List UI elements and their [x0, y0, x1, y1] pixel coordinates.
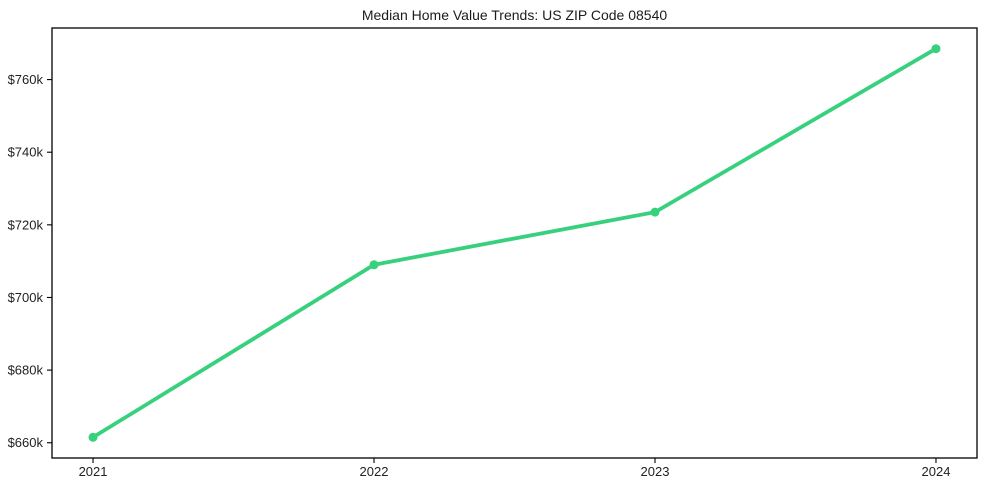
- y-tick-label: $700k: [8, 290, 44, 305]
- y-tick-label: $760k: [8, 72, 44, 87]
- chart-title: Median Home Value Trends: US ZIP Code 08…: [361, 7, 668, 23]
- y-tick-label: $680k: [8, 363, 44, 378]
- data-point-marker: [931, 44, 941, 54]
- x-tick-label: 2023: [641, 464, 670, 479]
- plot-frame: [51, 27, 978, 459]
- x-tick-label: 2024: [922, 464, 951, 479]
- y-tick-label: $720k: [8, 217, 44, 232]
- data-line: [91, 46, 938, 440]
- data-point-marker: [650, 207, 660, 217]
- y-tick-label: $740k: [8, 145, 44, 160]
- y-tick-label: $660k: [8, 435, 44, 450]
- data-point-marker: [369, 260, 379, 270]
- x-tick-label: 2021: [79, 464, 108, 479]
- data-point-marker: [88, 432, 98, 442]
- x-tick-label: 2022: [360, 464, 389, 479]
